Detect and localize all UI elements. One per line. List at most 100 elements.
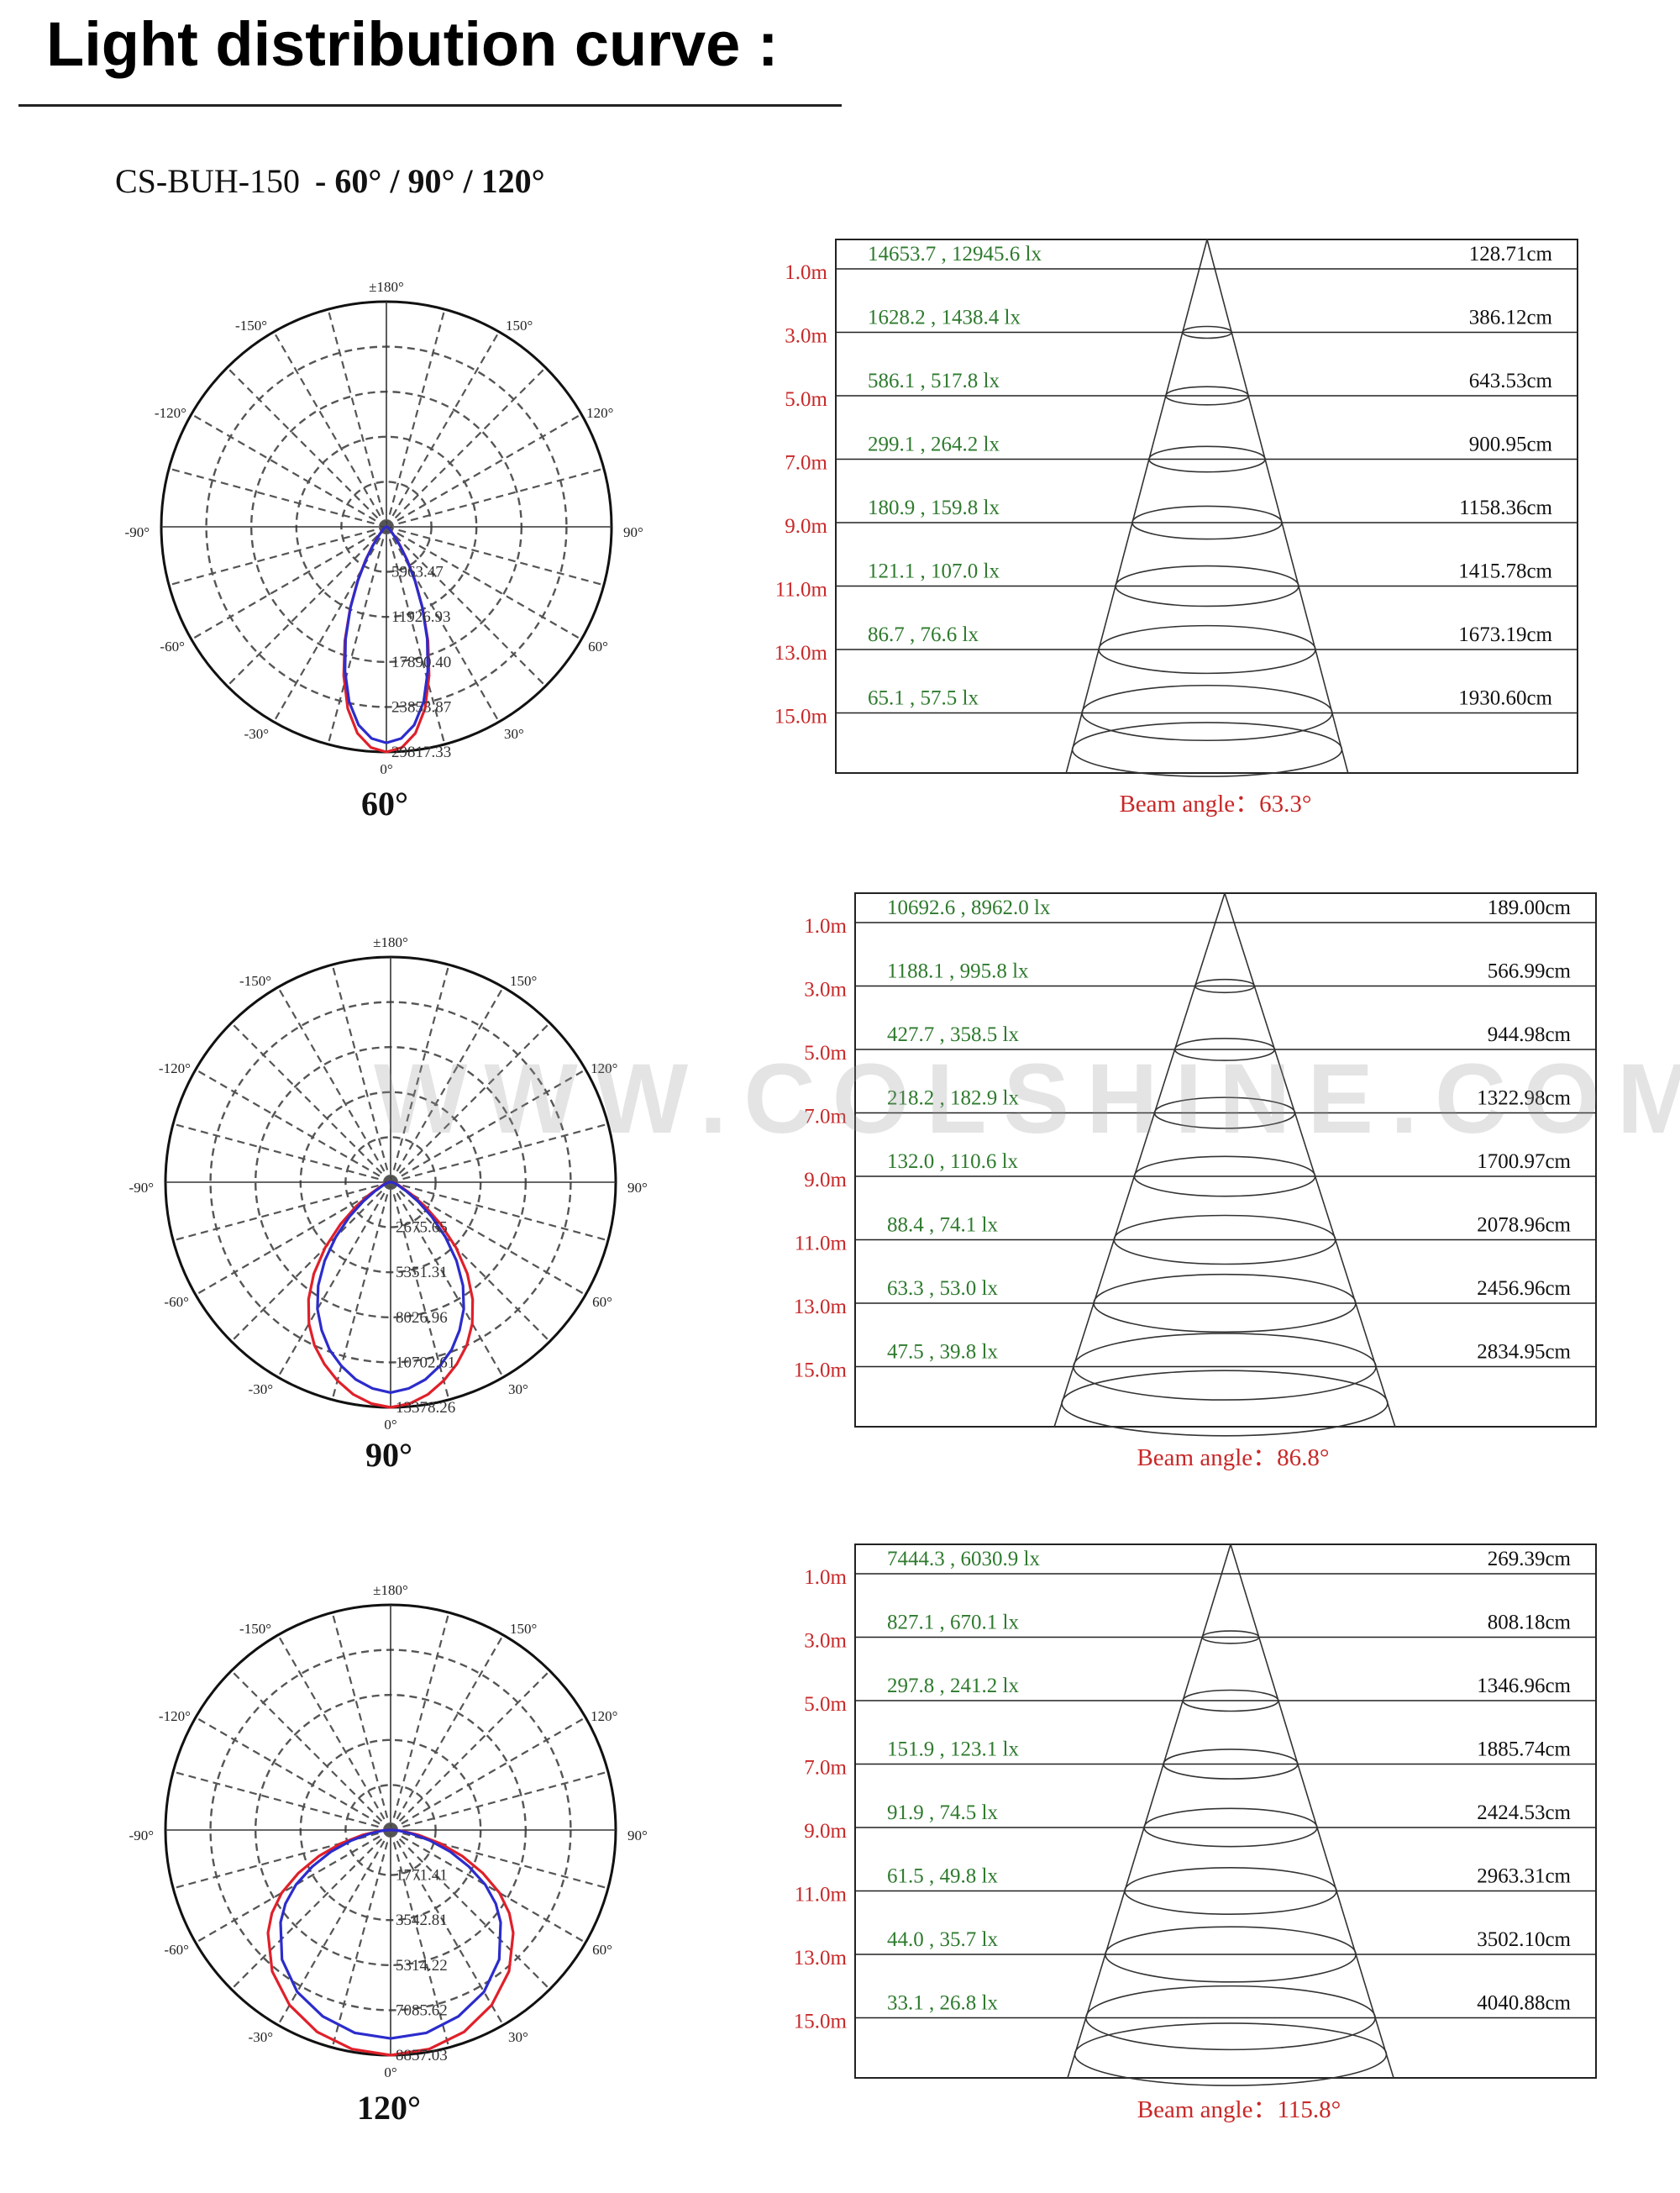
beam-spot-ellipse	[1165, 386, 1249, 406]
radial-value-label: 5351.31	[396, 1264, 448, 1281]
polar-spoke	[230, 1670, 391, 1831]
beam-table-2: 1.0m 10692.6 , 8962.0 lx 189.00cm 3.0m 1188.…	[794, 892, 1597, 1471]
angle-label: 30°	[504, 726, 524, 742]
beam-diameter: 189.00cm	[1488, 897, 1572, 919]
radial-value-label: 29817.33	[391, 744, 451, 761]
distance-label: 11.0m	[795, 1884, 848, 1906]
polar-spoke	[195, 1069, 391, 1183]
radial-value-label: 8026.96	[396, 1309, 448, 1327]
angle-label: -120°	[159, 1708, 191, 1724]
beam-spot-ellipse	[1098, 624, 1316, 675]
radial-value-label: 1771.41	[396, 1867, 448, 1885]
beam-spot-ellipse	[1133, 1155, 1316, 1197]
beam-diameter: 2424.53cm	[1477, 1801, 1571, 1824]
distance-label: 11.0m	[795, 1233, 848, 1255]
angle-label: 90°	[627, 1180, 648, 1196]
angle-label: 0°	[380, 761, 392, 777]
angle-label: -60°	[164, 1942, 188, 1958]
beam-diameter: 643.53cm	[1469, 370, 1553, 392]
intensity-curve-blue	[279, 1828, 502, 2040]
beam-spot-ellipse	[1182, 1689, 1279, 1712]
intensity-curve-blue	[316, 1181, 465, 1395]
distance-label: 15.0m	[794, 2011, 848, 2033]
lux-value: 47.5 , 39.8 lx	[887, 1341, 998, 1364]
angle-label: -90°	[129, 1180, 154, 1196]
beam-spot-ellipse	[1105, 1926, 1357, 1983]
intensity-curve-red	[307, 1181, 475, 1409]
radial-value-label: 11926.93	[391, 608, 451, 626]
polar-spoke	[273, 331, 387, 528]
beam-cone-edge	[1053, 892, 1226, 1428]
lux-value: 63.3 , 53.0 lx	[887, 1277, 998, 1300]
distance-label: 1.0m	[804, 915, 847, 938]
radial-value-label: 7085.62	[396, 2001, 448, 2019]
lux-value: 180.9 , 159.8 lx	[868, 497, 1000, 519]
angle-label: 60°	[592, 1942, 612, 1958]
polar-spoke	[195, 1829, 391, 1943]
distance-label: 7.0m	[804, 1757, 847, 1780]
beam-cone-edge	[1224, 892, 1396, 1428]
beam-spot-ellipse	[1115, 565, 1299, 607]
angle-label: 90°	[627, 1828, 648, 1843]
radial-value-label: 5963.47	[391, 564, 444, 581]
beam-spot-ellipse	[1148, 445, 1266, 473]
polar-spoke	[327, 526, 388, 745]
angle-label: 150°	[506, 318, 533, 334]
beam-angle-label: Beam angle：63.3°	[1119, 791, 1311, 818]
angle-label: -90°	[129, 1828, 154, 1843]
angle-label: 150°	[510, 973, 537, 989]
beam-diameter: 1673.19cm	[1458, 623, 1552, 646]
lux-value: 33.1 , 26.8 lx	[887, 1992, 998, 2015]
beam-spot-ellipse	[1153, 1096, 1296, 1129]
beam-diameter: 2834.95cm	[1477, 1341, 1571, 1364]
beam-diameter: 4040.88cm	[1477, 1992, 1571, 2015]
lux-value: 10692.6 , 8962.0 lx	[887, 897, 1051, 919]
model-name: CS-BUH-150	[115, 162, 301, 200]
beam-cone-edge	[1067, 1544, 1231, 2079]
polar-spoke	[191, 413, 387, 528]
polar-chart-2: ±180° -150° 150° -120° 120° -90° 90° -60° 60° -30…	[129, 934, 648, 1474]
beam-table-frame	[854, 1544, 1597, 2079]
beam-diameter: 1415.78cm	[1458, 560, 1552, 583]
radial-value-label: 8857.03	[396, 2047, 448, 2064]
lux-value: 65.1 , 57.5 lx	[868, 687, 979, 710]
polar-spoke	[226, 526, 387, 687]
angle-label: 120°	[591, 1708, 617, 1724]
angle-label: ±180°	[373, 934, 408, 950]
angle-label: 60°	[592, 1294, 612, 1310]
beam-diameter: 386.12cm	[1469, 307, 1553, 329]
distance-label: 15.0m	[774, 706, 828, 728]
lux-value: 44.0 , 35.7 lx	[887, 1928, 998, 1951]
polar-spoke	[277, 1829, 391, 2026]
angle-label: 0°	[384, 2064, 396, 2080]
page-title: Light distribution curve :	[46, 9, 779, 79]
polar-spoke	[273, 526, 387, 723]
angle-label: 0°	[384, 1417, 396, 1433]
polar-spoke	[226, 366, 387, 528]
beam-diameter: 900.95cm	[1469, 434, 1553, 456]
angle-label: -150°	[235, 318, 267, 334]
beam-angle-label: Beam angle：86.8°	[1137, 1444, 1329, 1471]
beam-spot-ellipse	[1071, 722, 1343, 777]
polar-spoke	[385, 308, 446, 528]
lux-value: 61.5 , 49.8 lx	[887, 1865, 998, 1888]
beam-diameter: 2456.96cm	[1477, 1277, 1571, 1300]
beam-spot-ellipse	[1093, 1273, 1357, 1333]
angle-label: -60°	[160, 639, 184, 655]
beam-spot-ellipse	[1182, 325, 1232, 339]
angle-label: -120°	[155, 405, 186, 421]
angle-label: -30°	[244, 726, 269, 742]
variant-angles: - 60° / 90° / 120°	[315, 162, 545, 200]
distance-label: 3.0m	[804, 979, 847, 1002]
angle-label: -60°	[164, 1294, 188, 1310]
beam-cone-edge	[1206, 239, 1349, 774]
angle-label: -150°	[239, 973, 271, 989]
polar-chart-caption: 60°	[361, 785, 408, 823]
beam-spot-ellipse	[1061, 1370, 1389, 1437]
distance-label: 9.0m	[804, 1169, 847, 1191]
angle-label: 60°	[588, 639, 608, 655]
beam-diameter: 1346.96cm	[1477, 1675, 1571, 1697]
distance-label: 9.0m	[804, 1820, 847, 1843]
distance-label: 13.0m	[774, 642, 828, 665]
